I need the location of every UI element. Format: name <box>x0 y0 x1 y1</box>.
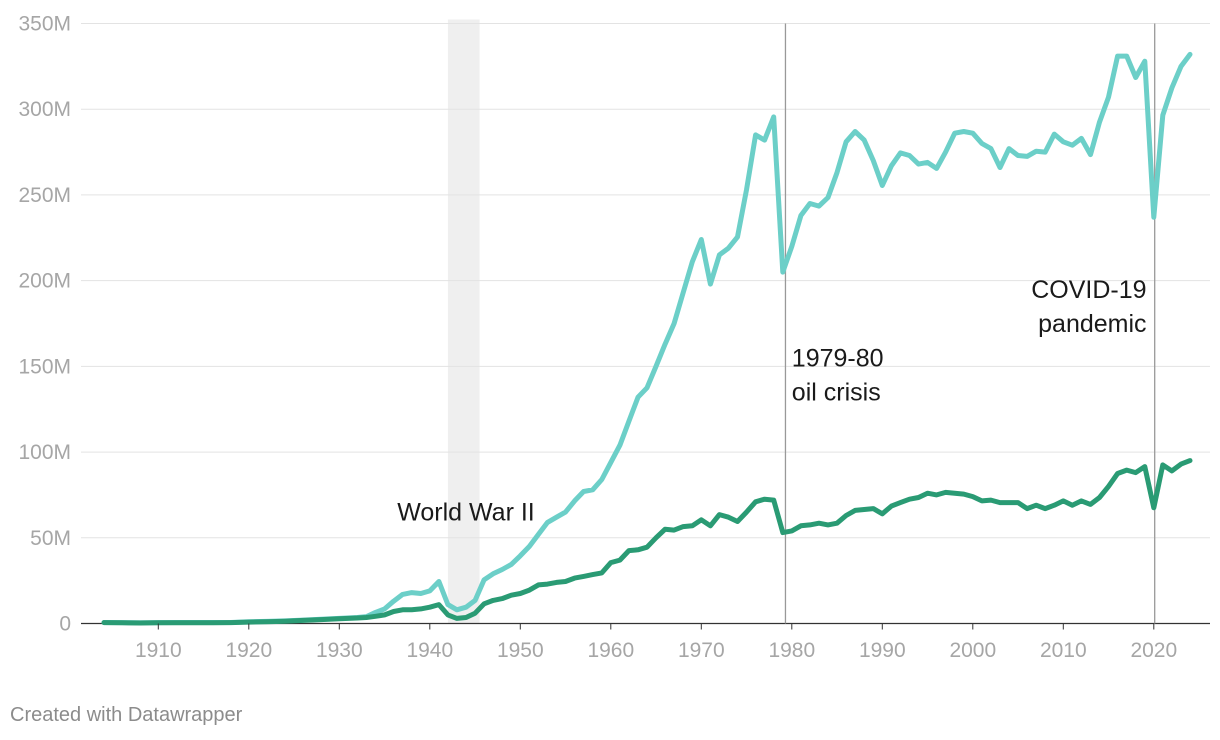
shaded-period-layer <box>447 19 480 624</box>
x-tick-label: 1990 <box>859 639 906 662</box>
series-line-2 <box>101 458 1193 626</box>
y-tick-label: 250M <box>18 184 71 207</box>
y-tick-label: 50M <box>30 527 71 550</box>
x-tick-label: 1980 <box>768 639 815 662</box>
x-tick-label: 2010 <box>1040 639 1087 662</box>
y-tick-label: 0 <box>59 613 71 636</box>
gridlines <box>81 23 1210 625</box>
y-tick-label: 350M <box>18 13 71 36</box>
annotation-line: oil crisis <box>792 378 881 406</box>
reference-lines <box>784 23 1156 624</box>
x-tick-label: 1950 <box>497 639 544 662</box>
x-tick-label: 1960 <box>587 639 634 662</box>
annotation-label: World War II <box>397 499 535 527</box>
series-lines <box>101 51 1193 626</box>
line-chart: 0 50M 100M 150M 200M 250M 300M 350M 1910 1920 193… <box>18 13 1210 662</box>
footer-credit: Created with Datawrapper <box>10 704 243 726</box>
annotation-line: COVID-19 <box>1031 276 1146 304</box>
y-axis-ticks: 0 50M 100M 150M 200M 250M 300M 350M <box>18 13 71 636</box>
x-tick-label: 1970 <box>678 639 725 662</box>
y-tick-label: 200M <box>18 270 71 293</box>
shaded-period <box>447 19 480 624</box>
y-tick-label: 100M <box>18 441 71 464</box>
y-tick-label: 150M <box>18 355 71 378</box>
y-tick-label: 300M <box>18 98 71 121</box>
x-tick-label: 1930 <box>316 639 363 662</box>
x-tick-label: 2000 <box>949 639 996 662</box>
x-tick-label: 2020 <box>1130 639 1177 662</box>
annotation-line: 1979-80 <box>792 344 884 372</box>
x-tick-label: 1940 <box>406 639 453 662</box>
annotations: World War II 1979-80 oil crisis COVID-19 pan… <box>397 276 1146 527</box>
x-axis-ticks: 1910 1920 1930 1940 1950 1960 1970 1980 1990 2000… <box>135 623 1177 662</box>
annotation-label: COVID-19 pandemic <box>1031 276 1146 338</box>
annotation-line: World War II <box>397 499 535 527</box>
series-line-1 <box>101 51 1193 626</box>
x-tick-label: 1920 <box>225 639 272 662</box>
x-tick-label: 1910 <box>135 639 182 662</box>
annotation-line: pandemic <box>1038 310 1146 338</box>
annotation-label: 1979-80 oil crisis <box>792 344 884 406</box>
